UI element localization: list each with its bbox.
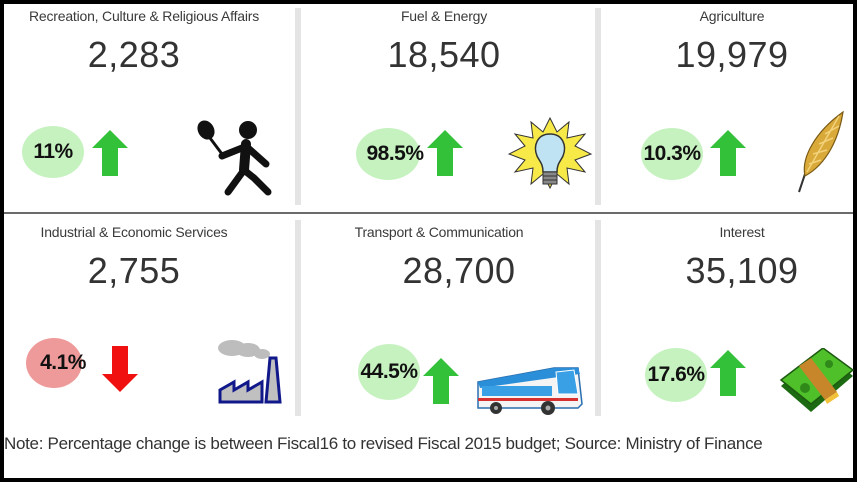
vertical-separator bbox=[295, 220, 301, 416]
change-value: 17.6% bbox=[647, 363, 705, 386]
change-badge: 44.5% bbox=[358, 344, 420, 400]
wheat-icon bbox=[798, 110, 844, 193]
tile-value: 35,109 bbox=[685, 250, 799, 291]
vertical-separator bbox=[595, 220, 601, 416]
budget-dashboard: Recreation, Culture & Religious Affairs … bbox=[4, 4, 855, 478]
tile-title: Interest bbox=[719, 224, 765, 240]
tile-title: Transport & Communication bbox=[354, 224, 524, 240]
tile-value: 18,540 bbox=[387, 34, 501, 75]
tile-agriculture: Agriculture 19,979 10.3% bbox=[601, 4, 853, 204]
money-stack-icon bbox=[779, 348, 855, 412]
tile-title: Recreation, Culture & Religious Affairs bbox=[28, 8, 260, 24]
vertical-separator bbox=[595, 8, 601, 205]
tile-fuel-energy: Fuel & Energy 18,540 98.5% bbox=[304, 4, 594, 204]
change-value: 11% bbox=[33, 140, 73, 163]
tile-value: 2,755 bbox=[87, 250, 181, 291]
change-value: 98.5% bbox=[366, 142, 424, 165]
change-badge: 98.5% bbox=[356, 128, 424, 180]
tile-value: 19,979 bbox=[675, 34, 789, 75]
tile-title: Industrial & Economic Services bbox=[40, 224, 228, 240]
change-value: 4.1% bbox=[40, 351, 86, 374]
tile-recreation: Recreation, Culture & Religious Affairs … bbox=[4, 4, 294, 204]
tile-transport: Transport & Communication 28,700 44.5% bbox=[304, 218, 594, 418]
light-bulb-icon bbox=[507, 116, 593, 190]
tile-industrial: Industrial & Economic Services 2,755 4.1… bbox=[4, 218, 294, 418]
factory-icon bbox=[218, 340, 282, 404]
arrow-down-icon bbox=[102, 346, 138, 392]
change-badge: 10.3% bbox=[641, 128, 703, 180]
tile-value: 28,700 bbox=[402, 250, 516, 291]
footnote: Note: Percentage change is between Fisca… bbox=[4, 434, 763, 453]
change-badge: 17.6% bbox=[645, 348, 707, 402]
arrow-up-icon bbox=[423, 358, 459, 404]
horizontal-divider bbox=[4, 212, 853, 214]
change-badge: 4.1% bbox=[26, 338, 86, 388]
badminton-player-icon bbox=[197, 120, 272, 196]
arrow-up-icon bbox=[427, 130, 463, 176]
vertical-separator bbox=[295, 8, 301, 205]
tile-value: 2,283 bbox=[87, 34, 181, 75]
arrow-up-icon bbox=[710, 350, 746, 396]
change-badge: 11% bbox=[22, 126, 84, 178]
tile-interest: Interest 35,109 17.6% bbox=[601, 218, 855, 418]
change-value: 44.5% bbox=[360, 360, 418, 383]
bus-icon bbox=[477, 367, 583, 415]
arrow-up-icon bbox=[710, 130, 746, 176]
tile-title: Fuel & Energy bbox=[400, 8, 488, 24]
change-value: 10.3% bbox=[643, 142, 701, 165]
tile-title: Agriculture bbox=[699, 8, 765, 24]
arrow-up-icon bbox=[92, 130, 128, 176]
